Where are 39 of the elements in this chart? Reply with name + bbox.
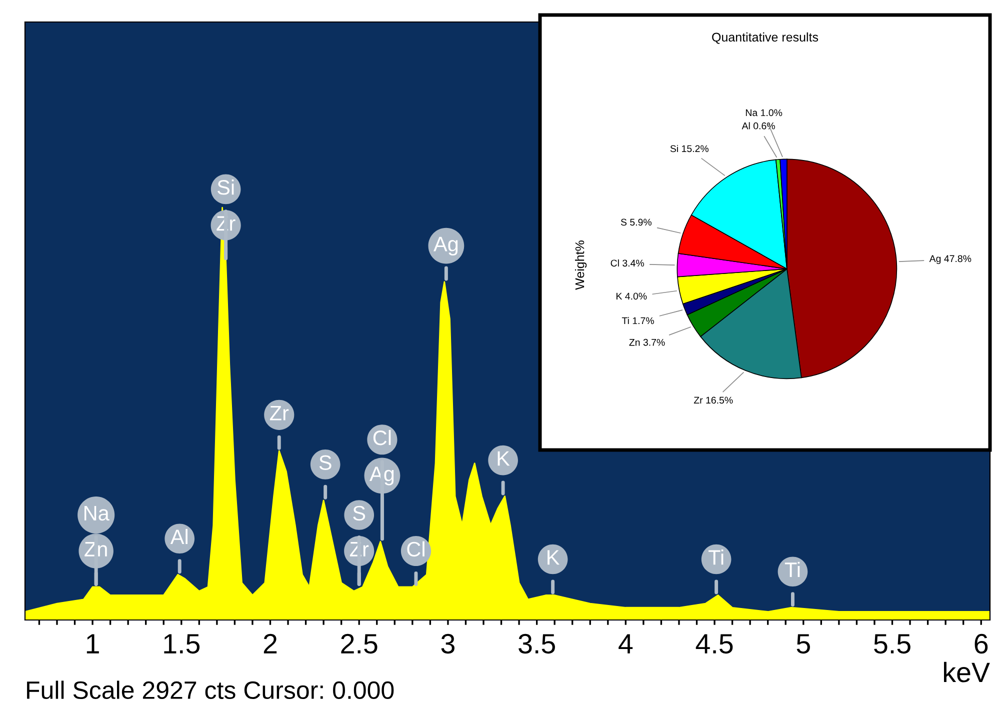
- annotation: S: [319, 455, 332, 470]
- annotation: Si: [218, 179, 234, 195]
- x-tick-label: 2: [264, 634, 277, 654]
- annotation: Ti: [708, 550, 724, 565]
- annotation: Ag: [433, 236, 458, 256]
- x-tick-label: 4: [618, 634, 633, 654]
- x-tick-label: 5.5: [874, 634, 910, 654]
- slice-label: Zr 16.5%: [694, 396, 733, 404]
- x-tick-label: 1: [86, 634, 99, 654]
- slice-label: Ti 1.7%: [622, 316, 654, 324]
- slice-label: Zn 3.7%: [629, 338, 665, 346]
- x-axis-title: keV: [944, 662, 990, 682]
- text: Full Scale 2927 cts Cursor: 0.000: [27, 680, 394, 700]
- slice-label: Cl 3.4%: [610, 259, 644, 267]
- annotation: K: [498, 451, 510, 466]
- chart-title: Quantitative results: [712, 32, 818, 44]
- x-tick-label: 3: [441, 634, 454, 654]
- slice-label: K 4.0%: [616, 292, 647, 300]
- annotation: Ti: [784, 562, 800, 578]
- x-tick-label: 3.5: [518, 634, 555, 654]
- annotation: K: [548, 550, 560, 565]
- slice-label: Ag 47.8%: [929, 255, 972, 264]
- annotation: Na: [84, 506, 110, 521]
- annotation: S: [353, 506, 366, 521]
- x-tick-label: 6: [974, 634, 988, 654]
- x-tick-label: 5: [796, 634, 810, 654]
- annotation: Cl: [407, 541, 424, 557]
- x-tick-label: 4.5: [696, 634, 733, 654]
- annotation: Al: [170, 528, 188, 544]
- x-tick-label: 1.5: [164, 634, 200, 654]
- slice-label: Na 1.0%: [746, 109, 782, 116]
- slice-label: S 5.9%: [620, 218, 652, 226]
- text: Weight%: [575, 240, 587, 290]
- annotation: Zn: [84, 542, 107, 556]
- annotation: Zr: [270, 406, 289, 420]
- slice-label: Al 0.6%: [742, 122, 775, 130]
- x-tick-label: 2.5: [341, 634, 378, 654]
- annotation: Cl: [373, 430, 391, 446]
- slice-label: Si 15.2%: [670, 144, 709, 152]
